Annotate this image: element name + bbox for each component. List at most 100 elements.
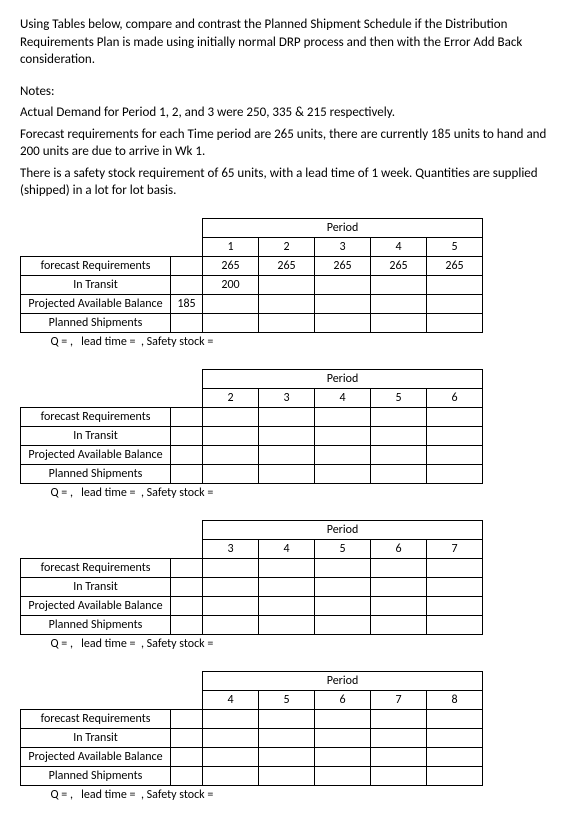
forecast-label: forecast Requirements	[21, 558, 171, 577]
planned-label: Planned Shipments	[21, 313, 171, 332]
pab-label: Projected Available Balance	[21, 596, 171, 615]
period-col-7: 7	[371, 690, 427, 709]
pab-cell-2	[315, 747, 371, 766]
intransit-cell-1	[259, 728, 315, 747]
pab-initial	[171, 747, 203, 766]
planned-cell-3	[371, 766, 427, 785]
drp-table-3: Period34567forecast RequirementsIn Trans…	[20, 520, 483, 653]
period-header: Period	[203, 520, 483, 539]
period-col-5: 5	[427, 237, 483, 256]
planned-cell-3	[371, 615, 427, 634]
drp-table-1: Period12345forecast Requirements26526526…	[20, 218, 483, 351]
forecast-label: forecast Requirements	[21, 407, 171, 426]
forecast-cell-4	[427, 407, 483, 426]
forecast-cell-1	[259, 558, 315, 577]
planned-cell-3	[371, 313, 427, 332]
forecast-cell-0	[203, 709, 259, 728]
intransit-label: In Transit	[21, 728, 171, 747]
table-footer-params: Q = , lead time = , Safety stock =	[21, 332, 483, 351]
forecast-initial	[171, 407, 203, 426]
drp-table-2: Period23456forecast RequirementsIn Trans…	[20, 369, 483, 502]
forecast-cell-2: 265	[315, 256, 371, 275]
notes-label: Notes:	[20, 83, 549, 101]
intransit-initial	[171, 577, 203, 596]
intransit-cell-3	[371, 577, 427, 596]
planned-initial	[171, 464, 203, 483]
intro-paragraph: Using Tables below, compare and contrast…	[20, 16, 549, 69]
planned-cell-0	[203, 615, 259, 634]
intransit-cell-1	[259, 275, 315, 294]
period-col-8: 8	[427, 690, 483, 709]
pab-cell-4	[427, 596, 483, 615]
planned-cell-2	[315, 464, 371, 483]
forecast-cell-3	[371, 709, 427, 728]
period-col-3: 3	[259, 388, 315, 407]
planned-cell-1	[259, 313, 315, 332]
pab-cell-1	[259, 445, 315, 464]
period-col-5: 5	[371, 388, 427, 407]
period-col-3: 3	[203, 539, 259, 558]
planned-label: Planned Shipments	[21, 615, 171, 634]
intransit-cell-0	[203, 577, 259, 596]
planned-cell-1	[259, 615, 315, 634]
pab-cell-2	[315, 445, 371, 464]
forecast-cell-2	[315, 407, 371, 426]
pab-label: Projected Available Balance	[21, 294, 171, 313]
period-col-4: 4	[315, 388, 371, 407]
period-header: Period	[203, 218, 483, 237]
forecast-cell-3: 265	[371, 256, 427, 275]
intransit-label: In Transit	[21, 577, 171, 596]
intransit-label: In Transit	[21, 275, 171, 294]
intransit-cell-3	[371, 275, 427, 294]
intransit-cell-2	[315, 728, 371, 747]
intransit-cell-1	[259, 577, 315, 596]
forecast-cell-1	[259, 709, 315, 728]
intransit-cell-2	[315, 426, 371, 445]
intransit-cell-0: 200	[203, 275, 259, 294]
period-col-6: 6	[315, 690, 371, 709]
planned-cell-0	[203, 313, 259, 332]
forecast-cell-1	[259, 407, 315, 426]
pab-cell-3	[371, 596, 427, 615]
planned-cell-4	[427, 615, 483, 634]
period-col-4: 4	[259, 539, 315, 558]
intransit-initial	[171, 275, 203, 294]
pab-cell-3	[371, 445, 427, 464]
planned-initial	[171, 615, 203, 634]
planned-cell-2	[315, 313, 371, 332]
intransit-cell-3	[371, 728, 427, 747]
pab-label: Projected Available Balance	[21, 747, 171, 766]
table-footer-params: Q = , lead time = , Safety stock =	[21, 785, 483, 804]
intransit-cell-0	[203, 426, 259, 445]
period-col-7: 7	[427, 539, 483, 558]
pab-initial	[171, 596, 203, 615]
planned-cell-4	[427, 766, 483, 785]
period-col-4: 4	[371, 237, 427, 256]
planned-cell-4	[427, 313, 483, 332]
notes-line-1: Actual Demand for Period 1, 2, and 3 wer…	[20, 104, 549, 122]
pab-cell-2	[315, 596, 371, 615]
planned-initial	[171, 766, 203, 785]
pab-cell-4	[427, 294, 483, 313]
planned-cell-4	[427, 464, 483, 483]
intransit-cell-2	[315, 275, 371, 294]
pab-cell-4	[427, 445, 483, 464]
period-header: Period	[203, 671, 483, 690]
intransit-cell-4	[427, 577, 483, 596]
pab-cell-0	[203, 445, 259, 464]
planned-label: Planned Shipments	[21, 464, 171, 483]
period-col-6: 6	[371, 539, 427, 558]
forecast-label: forecast Requirements	[21, 256, 171, 275]
forecast-cell-3	[371, 558, 427, 577]
intransit-cell-0	[203, 728, 259, 747]
forecast-initial	[171, 256, 203, 275]
forecast-cell-0: 265	[203, 256, 259, 275]
intransit-cell-4	[427, 426, 483, 445]
forecast-cell-1: 265	[259, 256, 315, 275]
forecast-cell-0	[203, 558, 259, 577]
planned-cell-0	[203, 464, 259, 483]
forecast-cell-4	[427, 709, 483, 728]
period-col-2: 2	[259, 237, 315, 256]
pab-cell-0	[203, 294, 259, 313]
intransit-initial	[171, 426, 203, 445]
